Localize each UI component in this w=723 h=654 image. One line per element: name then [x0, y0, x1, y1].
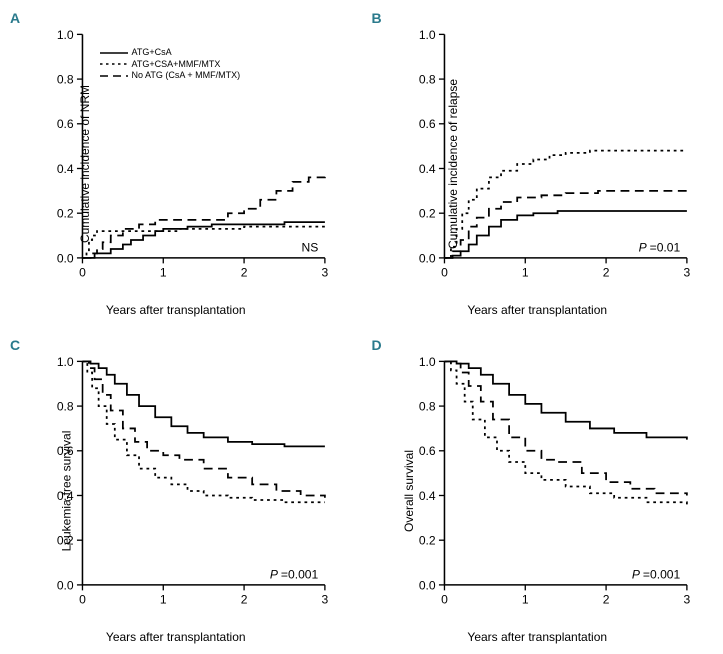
svg-text:0: 0: [79, 266, 86, 280]
svg-text:0.0: 0.0: [418, 251, 435, 265]
svg-text:0.4: 0.4: [418, 489, 435, 503]
panel-b: BCumulative incidence of relapseYears af…: [372, 10, 704, 317]
svg-text:0.4: 0.4: [57, 162, 74, 176]
svg-text:0.6: 0.6: [418, 444, 435, 458]
svg-text:1: 1: [521, 266, 528, 280]
panel-c: CLeukemia-free survivalYears after trans…: [10, 337, 342, 644]
series-solid: [82, 361, 324, 446]
panel-letter: B: [372, 10, 382, 26]
svg-text:0.4: 0.4: [57, 489, 74, 503]
svg-text:2: 2: [241, 266, 248, 280]
stat-annotation: NS: [301, 240, 318, 254]
svg-text:0: 0: [441, 266, 448, 280]
stat-annotation: P =0.001: [270, 567, 319, 581]
panel-letter: D: [372, 337, 382, 353]
svg-text:2: 2: [602, 266, 609, 280]
svg-text:0.2: 0.2: [418, 534, 435, 548]
series-dot: [82, 224, 324, 258]
panel-letter: C: [10, 337, 20, 353]
series-dash: [82, 173, 324, 258]
chart-plot-area: 0.0 0.2 0.4 0.6 0.8 1.0 0 1 2 3P =0.001: [407, 357, 694, 609]
svg-text:1: 1: [521, 593, 528, 607]
svg-text:0.0: 0.0: [57, 251, 74, 265]
panel-a: ACumulative incidence of NRMYears after …: [10, 10, 342, 317]
x-axis-label: Years after transplantation: [467, 303, 607, 317]
svg-text:0.6: 0.6: [57, 117, 74, 131]
panel-d: DOverall survivalYears after transplanta…: [372, 337, 704, 644]
series-dash: [82, 361, 324, 497]
chart-plot-area: 0.0 0.2 0.4 0.6 0.8 1.0 0 1 2 3P =0.01: [407, 30, 694, 282]
svg-text:2: 2: [602, 593, 609, 607]
x-axis-label: Years after transplantation: [467, 630, 607, 644]
chart-plot-area: 0.0 0.2 0.4 0.6 0.8 1.0 0 1 2 3P =0.001: [45, 357, 332, 609]
svg-text:0.2: 0.2: [418, 207, 435, 221]
legend-item: ATG+CsA: [100, 47, 241, 59]
svg-text:0.8: 0.8: [418, 399, 435, 413]
svg-text:0.6: 0.6: [57, 444, 74, 458]
svg-text:0.4: 0.4: [418, 162, 435, 176]
svg-text:0.2: 0.2: [57, 534, 74, 548]
legend-label: ATG+CSA+MMF/MTX: [132, 59, 221, 71]
svg-text:3: 3: [322, 266, 329, 280]
svg-text:3: 3: [322, 593, 329, 607]
series-solid: [82, 222, 324, 258]
svg-text:0.8: 0.8: [57, 72, 74, 86]
svg-text:1: 1: [160, 266, 167, 280]
svg-text:2: 2: [241, 593, 248, 607]
series-dot: [444, 361, 686, 504]
svg-text:1.0: 1.0: [418, 30, 435, 42]
legend-label: No ATG (CsA + MMF/MTX): [132, 70, 241, 82]
svg-text:1.0: 1.0: [57, 30, 74, 42]
series-dot: [82, 361, 324, 502]
svg-text:1.0: 1.0: [418, 357, 435, 369]
figure-grid: ACumulative incidence of NRMYears after …: [0, 0, 723, 654]
svg-text:3: 3: [683, 593, 690, 607]
legend-item: No ATG (CsA + MMF/MTX): [100, 70, 241, 82]
x-axis-label: Years after transplantation: [106, 303, 246, 317]
svg-text:1.0: 1.0: [57, 357, 74, 369]
svg-text:0.2: 0.2: [57, 207, 74, 221]
svg-text:0.6: 0.6: [418, 117, 435, 131]
panel-letter: A: [10, 10, 20, 26]
legend-label: ATG+CsA: [132, 47, 172, 59]
svg-text:0.0: 0.0: [57, 578, 74, 592]
svg-text:0.8: 0.8: [418, 72, 435, 86]
series-dash: [444, 361, 686, 495]
stat-annotation: P =0.001: [631, 567, 680, 581]
svg-text:0: 0: [79, 593, 86, 607]
svg-text:0.8: 0.8: [57, 399, 74, 413]
svg-text:3: 3: [683, 266, 690, 280]
stat-annotation: P =0.01: [638, 240, 680, 254]
legend-item: ATG+CSA+MMF/MTX: [100, 59, 241, 71]
legend: ATG+CsAATG+CSA+MMF/MTXNo ATG (CsA + MMF/…: [100, 47, 241, 82]
svg-text:0.0: 0.0: [418, 578, 435, 592]
svg-text:0: 0: [441, 593, 448, 607]
svg-text:1: 1: [160, 593, 167, 607]
x-axis-label: Years after transplantation: [106, 630, 246, 644]
